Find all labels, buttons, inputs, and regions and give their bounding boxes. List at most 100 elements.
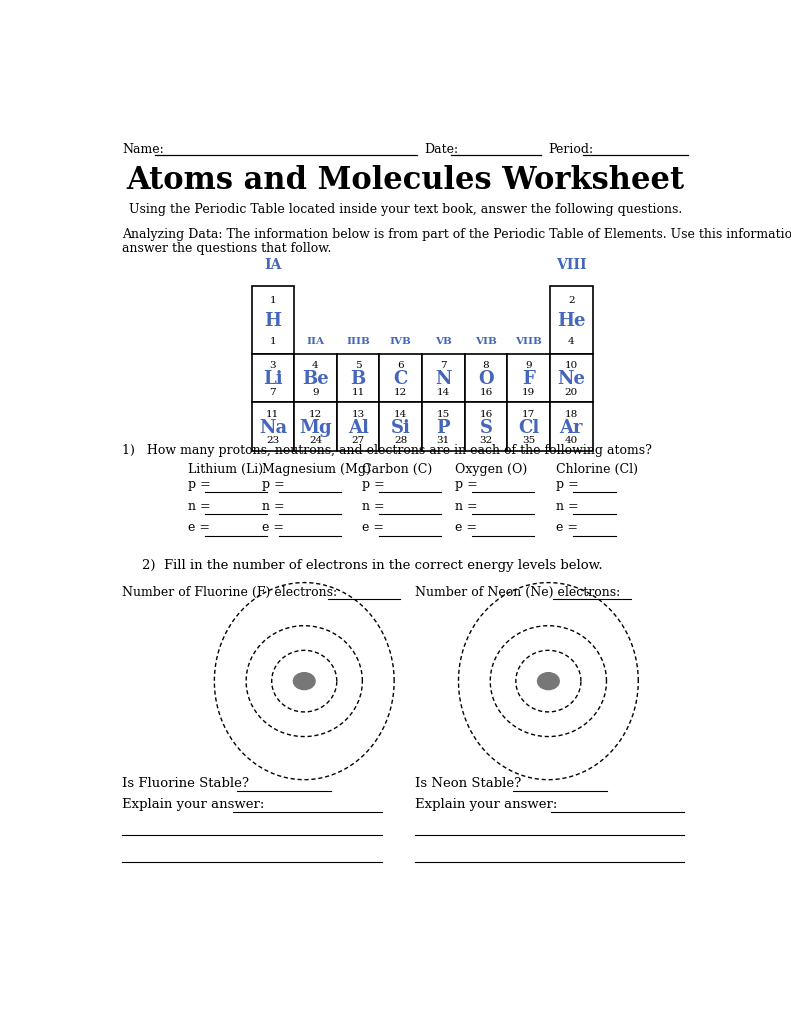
Text: Explain your answer:: Explain your answer:	[122, 798, 264, 811]
Text: Al: Al	[348, 419, 369, 436]
Text: B: B	[350, 370, 365, 388]
Text: 35: 35	[522, 436, 536, 445]
Text: Atoms and Molecules Worksheet: Atoms and Molecules Worksheet	[127, 165, 684, 197]
Text: Using the Periodic Table located inside your text book, answer the following que: Using the Periodic Table located inside …	[129, 203, 682, 216]
Text: 1: 1	[270, 337, 276, 346]
Text: IIA: IIA	[306, 337, 324, 346]
Text: 7: 7	[270, 387, 276, 396]
Text: n =: n =	[362, 500, 385, 513]
Text: Oxygen (O): Oxygen (O)	[456, 463, 528, 476]
Text: Date:: Date:	[425, 143, 459, 157]
Text: F: F	[522, 370, 535, 388]
Bar	[294, 402, 337, 451]
Bar	[464, 354, 507, 402]
Bar	[550, 402, 592, 451]
Text: Carbon (C): Carbon (C)	[362, 463, 433, 476]
Text: Number of Neon (Ne) electrons:: Number of Neon (Ne) electrons:	[415, 586, 620, 599]
Text: 20: 20	[565, 387, 578, 396]
Bar	[550, 286, 592, 354]
Ellipse shape	[538, 673, 559, 689]
Text: 28: 28	[394, 436, 407, 445]
Text: IIIB: IIIB	[346, 337, 370, 346]
Text: 14: 14	[394, 410, 407, 419]
Text: e =: e =	[188, 521, 210, 535]
Text: IA: IA	[264, 258, 282, 272]
Text: Analyzing Data: The information below is from part of the Periodic Table of Elem: Analyzing Data: The information below is…	[122, 228, 791, 241]
Text: 7: 7	[440, 361, 447, 370]
Text: 24: 24	[308, 436, 322, 445]
Bar	[252, 354, 294, 402]
Text: VB: VB	[435, 337, 452, 346]
Text: 2)  Fill in the number of electrons in the correct energy levels below.: 2) Fill in the number of electrons in th…	[142, 559, 602, 572]
Text: VIB: VIB	[475, 337, 497, 346]
Bar	[422, 402, 464, 451]
Bar	[337, 402, 380, 451]
Text: n =: n =	[262, 500, 284, 513]
Text: p =: p =	[556, 478, 579, 492]
Text: N: N	[435, 370, 452, 388]
Text: e =: e =	[456, 521, 478, 535]
Text: n =: n =	[556, 500, 579, 513]
Text: Cl: Cl	[518, 419, 539, 436]
Text: IVB: IVB	[390, 337, 411, 346]
Text: 4: 4	[568, 337, 574, 346]
Text: answer the questions that follow.: answer the questions that follow.	[122, 242, 331, 255]
Bar	[252, 402, 294, 451]
Text: 1: 1	[270, 296, 276, 305]
Text: S: S	[479, 419, 493, 436]
Text: 12: 12	[394, 387, 407, 396]
Text: Lithium (Li): Lithium (Li)	[188, 463, 263, 476]
Text: 9: 9	[312, 387, 319, 396]
Bar	[337, 354, 380, 402]
Text: Si: Si	[391, 419, 411, 436]
Text: Is Fluorine Stable?: Is Fluorine Stable?	[122, 777, 249, 791]
Bar	[252, 286, 294, 354]
Text: Explain your answer:: Explain your answer:	[415, 798, 558, 811]
Text: 2: 2	[568, 296, 574, 305]
Text: C: C	[394, 370, 408, 388]
Text: Ar: Ar	[559, 419, 583, 436]
Text: 19: 19	[522, 387, 536, 396]
Text: 11: 11	[351, 387, 365, 396]
Ellipse shape	[293, 673, 315, 689]
Text: 5: 5	[355, 361, 361, 370]
Text: O: O	[479, 370, 494, 388]
Text: 16: 16	[479, 387, 493, 396]
Text: 12: 12	[308, 410, 322, 419]
Text: 1)   How many protons, neutrons, and electrons are in each of the following atom: 1) How many protons, neutrons, and elect…	[122, 443, 652, 457]
Text: Ne: Ne	[557, 370, 585, 388]
Bar	[422, 354, 464, 402]
Text: Mg: Mg	[299, 419, 331, 436]
Text: p =: p =	[188, 478, 210, 492]
Text: VIII: VIII	[556, 258, 587, 272]
Text: 27: 27	[351, 436, 365, 445]
Text: e =: e =	[556, 521, 578, 535]
Text: n =: n =	[456, 500, 478, 513]
Text: 23: 23	[267, 436, 279, 445]
Bar	[550, 354, 592, 402]
Text: Is Neon Stable?: Is Neon Stable?	[415, 777, 521, 791]
Text: Name:: Name:	[122, 143, 164, 157]
Text: 32: 32	[479, 436, 493, 445]
Text: Na: Na	[259, 419, 287, 436]
Text: 11: 11	[267, 410, 279, 419]
Text: 8: 8	[483, 361, 490, 370]
Text: 3: 3	[270, 361, 276, 370]
Bar	[507, 402, 550, 451]
Text: e =: e =	[362, 521, 384, 535]
Text: 18: 18	[565, 410, 578, 419]
Bar	[507, 354, 550, 402]
Text: 9: 9	[525, 361, 532, 370]
Text: p =: p =	[362, 478, 385, 492]
Text: e =: e =	[262, 521, 284, 535]
Text: 17: 17	[522, 410, 536, 419]
Bar	[380, 354, 422, 402]
Text: Number of Fluorine (F) electrons:: Number of Fluorine (F) electrons:	[122, 586, 337, 599]
Text: 6: 6	[397, 361, 404, 370]
Text: Magnesium (Mg): Magnesium (Mg)	[262, 463, 370, 476]
Text: 40: 40	[565, 436, 578, 445]
Bar	[380, 402, 422, 451]
Text: VIIB: VIIB	[515, 337, 542, 346]
Text: Chlorine (Cl): Chlorine (Cl)	[556, 463, 638, 476]
Text: n =: n =	[188, 500, 210, 513]
